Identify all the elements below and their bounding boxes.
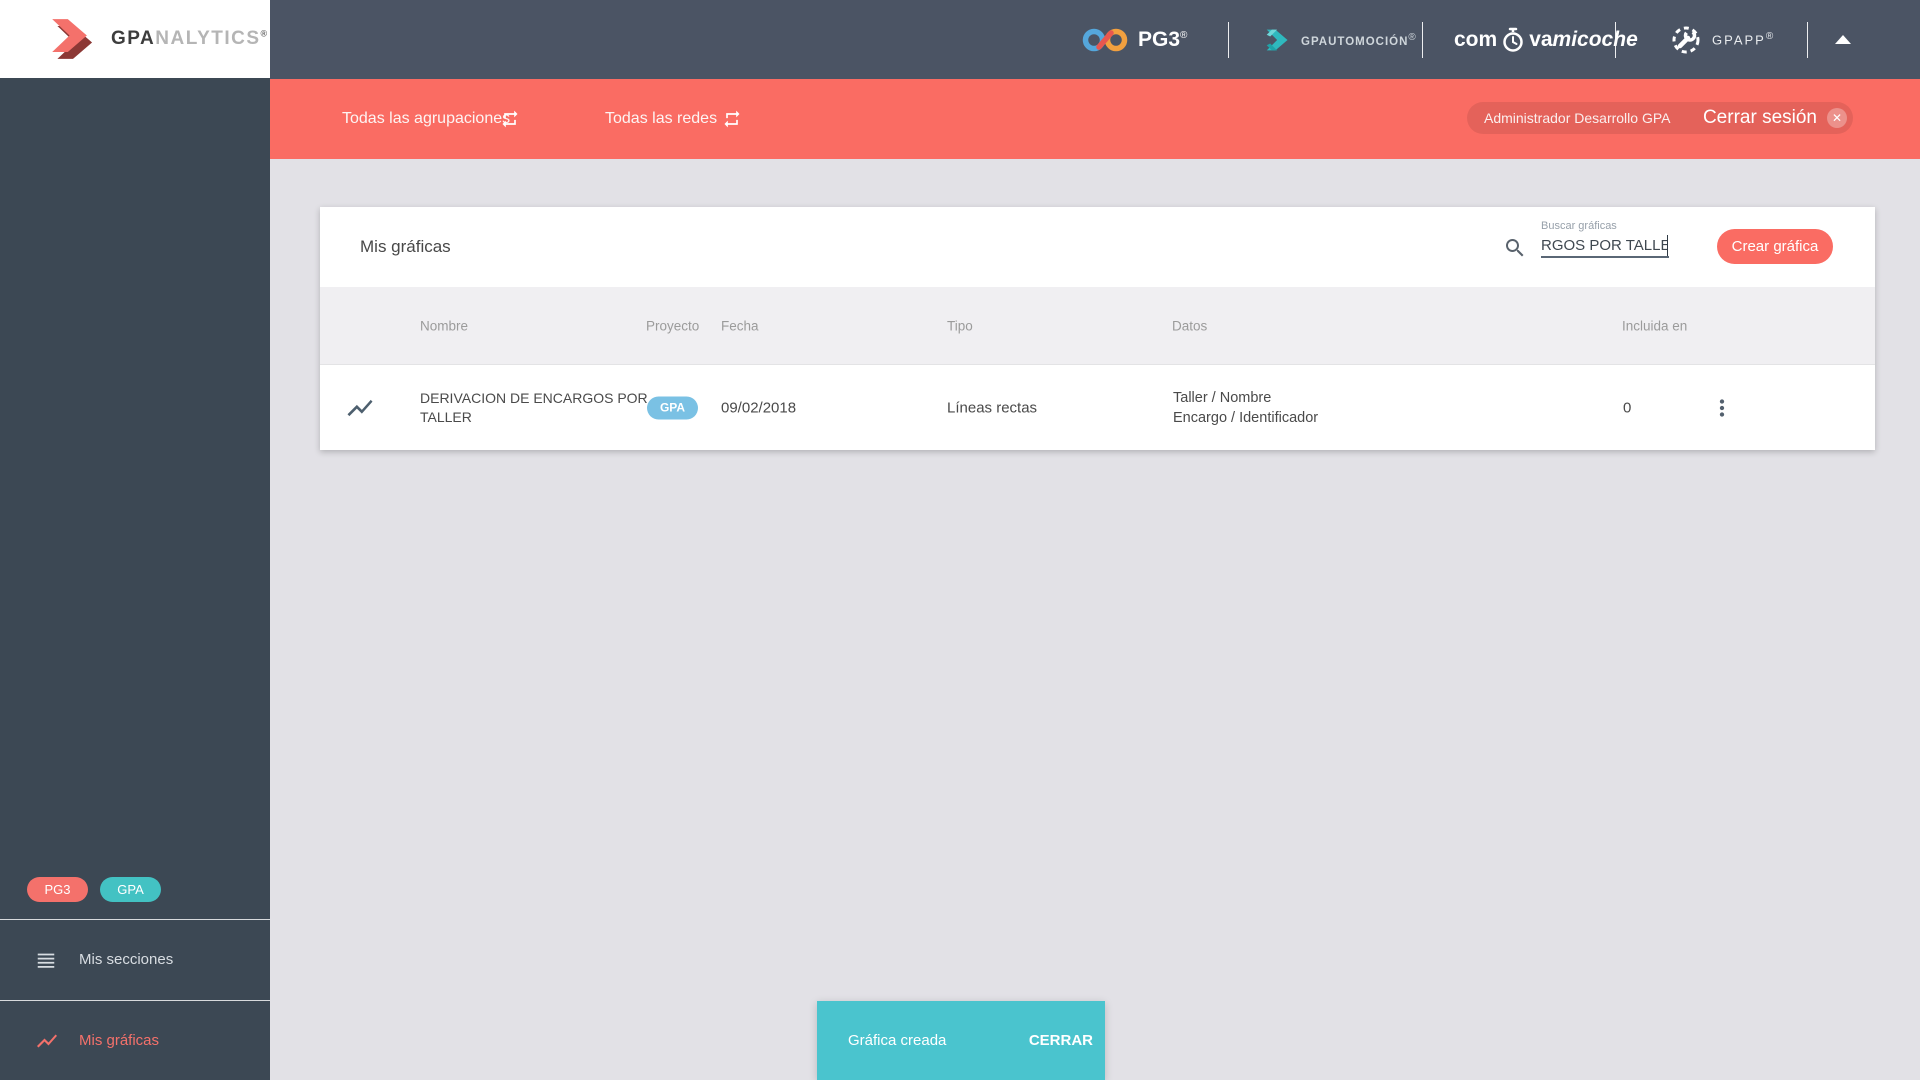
column-header-incluida-en: Incluida en bbox=[1622, 318, 1688, 333]
gpanalytics-logo-text: GPANALYTICS® bbox=[111, 28, 268, 49]
stopwatch-icon bbox=[1503, 27, 1523, 52]
column-header-proyecto: Proyecto bbox=[646, 318, 700, 333]
brand-compravamicoche[interactable]: com vamicoche bbox=[1454, 0, 1638, 79]
filter-redes[interactable]: Todas las redes bbox=[605, 110, 718, 127]
filter-agrupaciones[interactable]: Todas las agrupaciones bbox=[342, 110, 511, 127]
user-session-pill: Administrador Desarrollo GPA Cerrar sesi… bbox=[1467, 102, 1853, 134]
project-badge: GPA bbox=[647, 396, 698, 419]
search-label: Buscar gráficas bbox=[1541, 220, 1617, 232]
sidebar-item-mis-graficas[interactable]: Mis gráficas bbox=[0, 1000, 270, 1080]
graficas-card: Mis gráficas Buscar gráficas Crear gráfi… bbox=[320, 207, 1875, 450]
close-circle-icon[interactable]: ✕ bbox=[1827, 108, 1847, 128]
sidebar-item-mis-secciones[interactable]: Mis secciones bbox=[0, 919, 270, 999]
divider bbox=[1807, 22, 1808, 58]
cell-incluida-en: 0 bbox=[1623, 399, 1632, 416]
infinity-icon bbox=[1082, 28, 1128, 51]
menu-icon bbox=[35, 949, 59, 971]
brand-pg3[interactable]: PG3® bbox=[1082, 0, 1187, 79]
sidebar-item-label: Mis secciones bbox=[79, 951, 174, 968]
search-field bbox=[1541, 234, 1669, 258]
user-name: Administrador Desarrollo GPA bbox=[1484, 110, 1671, 126]
create-grafica-button[interactable]: Crear gráfica bbox=[1717, 229, 1833, 264]
double-chevron-icon bbox=[1266, 29, 1288, 50]
cell-nombre: DERIVACION DE ENCARGOS POR TALLER bbox=[420, 389, 648, 425]
line-chart-icon bbox=[35, 1029, 59, 1053]
line-chart-icon bbox=[345, 393, 375, 423]
datos-line-1: Taller / Nombre bbox=[1173, 389, 1272, 406]
toast-message: Gráfica creada bbox=[848, 1032, 947, 1049]
logout-button[interactable]: Cerrar sesión bbox=[1702, 107, 1817, 128]
brand-label-pre: com bbox=[1454, 27, 1498, 51]
chevron-up-icon[interactable] bbox=[1835, 35, 1851, 44]
brand-label: GPAPP® bbox=[1712, 31, 1776, 48]
sidebar: GPANALYTICS® PG3 GPA Mis secciones Mis g… bbox=[0, 0, 270, 1080]
brand-gpapp[interactable]: GPAPP® bbox=[1670, 0, 1775, 79]
column-header-fecha: Fecha bbox=[721, 318, 759, 333]
toast-close-button[interactable]: CERRAR bbox=[1028, 1032, 1093, 1049]
gpanalytics-arrow-icon bbox=[52, 19, 93, 59]
column-header-datos: Datos bbox=[1172, 318, 1208, 333]
repeat-icon[interactable] bbox=[722, 109, 742, 134]
wrench-gauge-icon bbox=[1672, 26, 1700, 53]
column-header-tipo: Tipo bbox=[947, 318, 973, 333]
brand-label: GPAUTOMOCIÓN® bbox=[1301, 31, 1417, 48]
repeat-icon[interactable] bbox=[500, 109, 520, 134]
badge-pg3[interactable]: PG3 bbox=[27, 877, 88, 902]
topbar: PG3® GPAUTOMOCIÓN® com vamicoche bbox=[270, 0, 1920, 79]
cell-datos: Taller / Nombre Encargo / Identificador bbox=[1173, 388, 1318, 428]
brand-gpautomocion[interactable]: GPAUTOMOCIÓN® bbox=[1265, 0, 1417, 79]
badge-gpa[interactable]: GPA bbox=[100, 877, 161, 902]
gpanalytics-logo: GPANALYTICS® bbox=[0, 0, 270, 78]
kebab-menu-icon[interactable] bbox=[1709, 395, 1735, 421]
table-row[interactable]: DERIVACION DE ENCARGOS POR TALLER GPA 09… bbox=[320, 364, 1875, 450]
divider bbox=[1422, 22, 1423, 58]
sidebar-badges: PG3 GPA bbox=[27, 877, 161, 902]
column-header-nombre: Nombre bbox=[420, 318, 469, 333]
table-header: Nombre Proyecto Fecha Tipo Datos Incluid… bbox=[320, 287, 1875, 364]
brand-label-mid: vamicoche bbox=[1529, 27, 1638, 51]
text-caret bbox=[1667, 235, 1668, 256]
divider bbox=[1228, 22, 1229, 58]
divider bbox=[1615, 22, 1616, 58]
brand-label: PG3® bbox=[1138, 27, 1188, 51]
cell-tipo: Líneas rectas bbox=[947, 399, 1038, 416]
sidebar-item-label: Mis gráficas bbox=[79, 1032, 160, 1049]
card-header: Mis gráficas Buscar gráficas Crear gráfi… bbox=[320, 207, 1875, 287]
filter-bar: Todas las agrupaciones Todas las redes A… bbox=[270, 79, 1920, 159]
main-content: Mis gráficas Buscar gráficas Crear gráfi… bbox=[270, 159, 1920, 1080]
search-icon bbox=[1503, 236, 1527, 265]
cell-fecha: 09/02/2018 bbox=[721, 399, 797, 416]
search-input[interactable] bbox=[1541, 234, 1667, 256]
page-title: Mis gráficas bbox=[360, 237, 451, 256]
datos-line-2: Encargo / Identificador bbox=[1173, 409, 1319, 426]
toast-snackbar: Gráfica creada CERRAR bbox=[817, 1001, 1105, 1080]
